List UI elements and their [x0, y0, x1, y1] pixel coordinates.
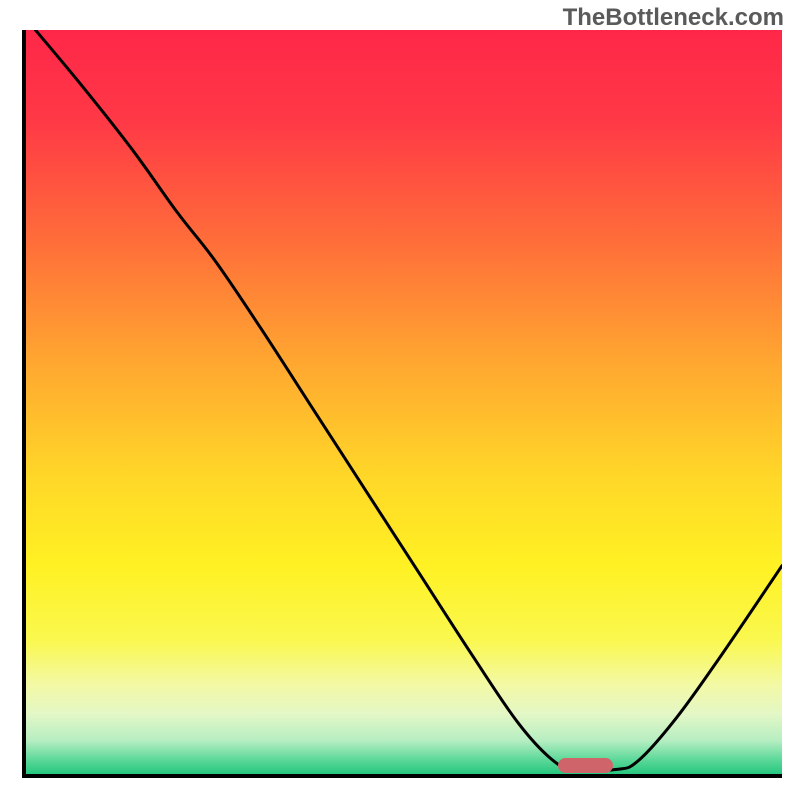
plot-area [26, 30, 782, 774]
y-axis-line [22, 30, 26, 778]
optimal-zone-marker [558, 758, 612, 773]
watermark-text: TheBottleneck.com [563, 4, 784, 32]
plot-svg [26, 30, 782, 774]
plot-background [26, 30, 782, 774]
bottleneck-chart: TheBottleneck.com [0, 0, 800, 800]
x-axis-line [22, 774, 782, 778]
